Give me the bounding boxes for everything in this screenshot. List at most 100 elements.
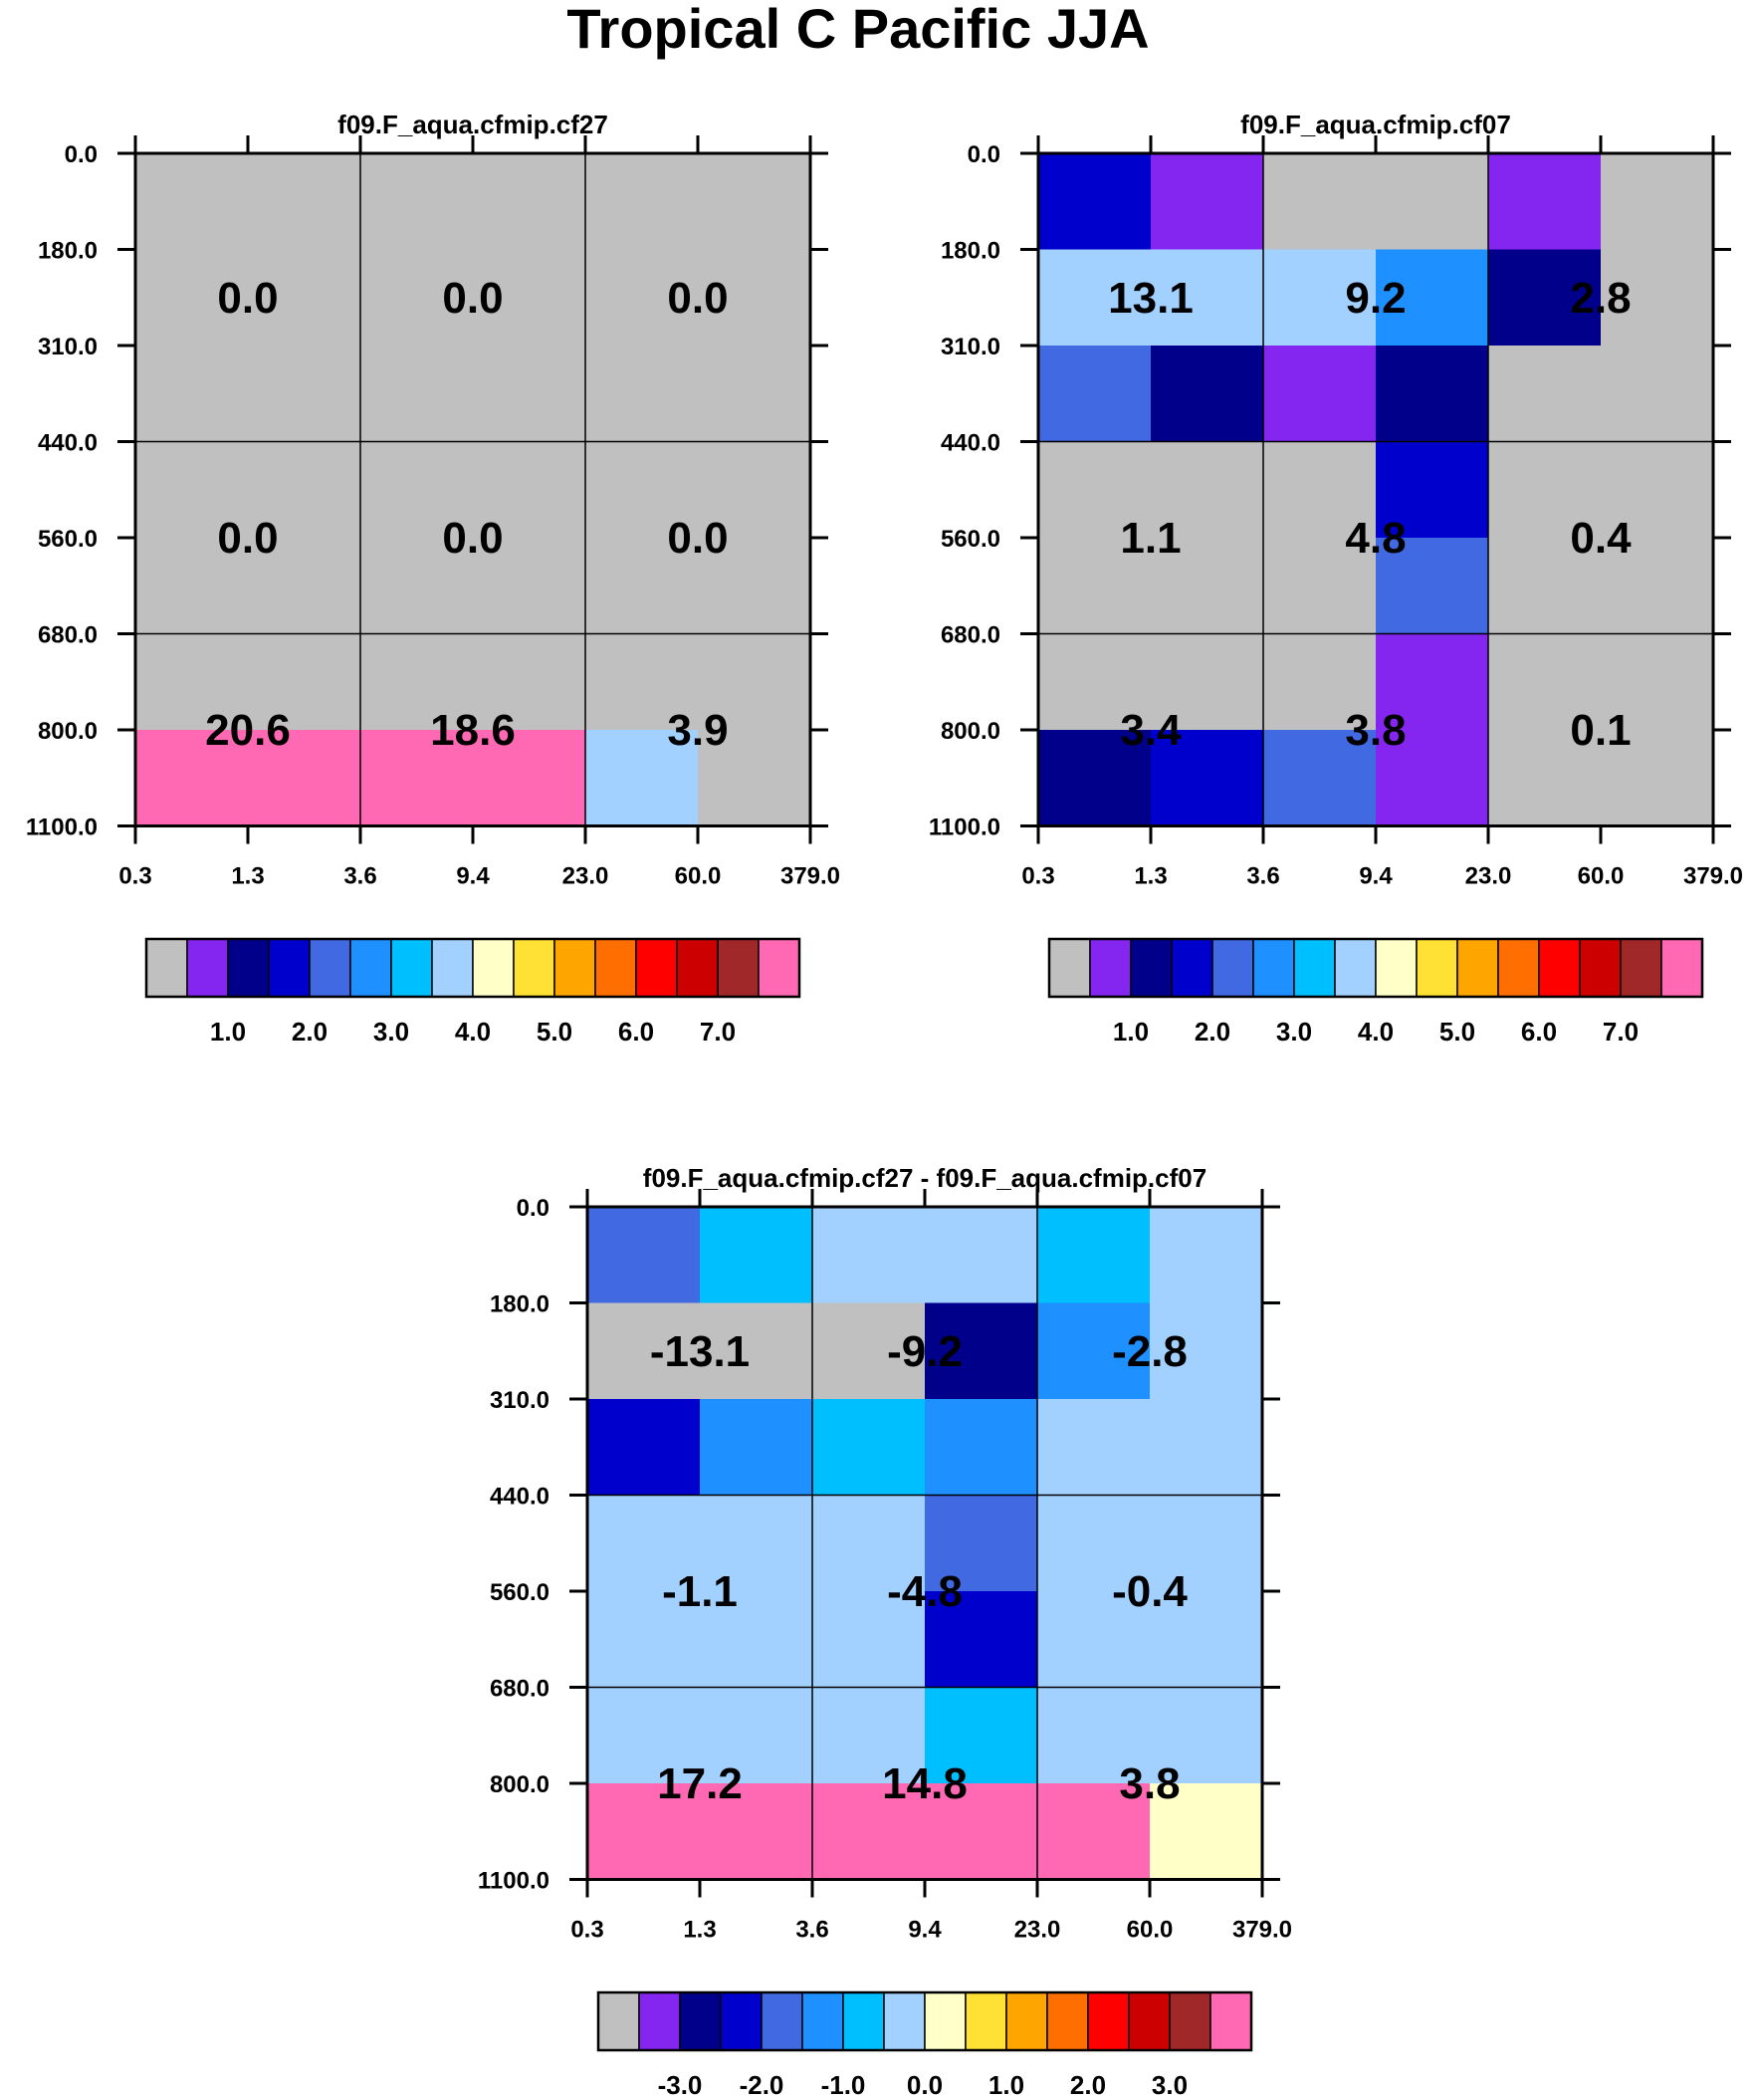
x-tick-label-cf07-6: 379.0 bbox=[1683, 863, 1743, 890]
colorbar-box-cf07-10 bbox=[1456, 938, 1499, 998]
colorbar-box-diff-1 bbox=[638, 1991, 681, 2051]
cell-cf07-2-5 bbox=[1601, 346, 1714, 443]
cell-cf27-3-0 bbox=[135, 441, 249, 539]
y-tick-label-diff-4: 560.0 bbox=[490, 1579, 549, 1606]
cell-cf07-5-0 bbox=[1038, 633, 1152, 731]
colorbar-box-cf27-5 bbox=[349, 938, 392, 998]
value-label-diff-0-0: -13.1 bbox=[650, 1327, 750, 1376]
cell-cf27-4-3 bbox=[473, 538, 586, 635]
y-tick-label-cf07-1: 180.0 bbox=[941, 238, 1000, 265]
cell-diff-2-3 bbox=[925, 1399, 1038, 1497]
colorbar-box-diff-0 bbox=[597, 1991, 640, 2051]
y-tick-label-diff-0: 0.0 bbox=[517, 1195, 549, 1222]
cell-cf07-5-4 bbox=[1488, 633, 1602, 731]
x-tick-label-cf27-5: 60.0 bbox=[675, 863, 722, 890]
cell-cf27-3-4 bbox=[585, 441, 699, 539]
colorbar-label-cf07-0: 1.0 bbox=[1113, 1017, 1149, 1047]
colorbar-box-cf27-1 bbox=[186, 938, 229, 998]
x-tick-label-cf27-4: 23.0 bbox=[562, 863, 609, 890]
colorbar-label-cf07-1: 2.0 bbox=[1195, 1017, 1230, 1047]
cell-cf27-4-2 bbox=[360, 538, 474, 635]
cell-cf07-3-3 bbox=[1376, 441, 1489, 539]
cell-diff-0-4 bbox=[1037, 1207, 1151, 1304]
colorbar-label-diff-0: -3.0 bbox=[658, 2070, 703, 2100]
colorbar-box-cf07-11 bbox=[1497, 938, 1540, 998]
colorbar-box-cf27-14 bbox=[717, 938, 760, 998]
cell-cf07-4-5 bbox=[1601, 538, 1714, 635]
y-tick-label-diff-5: 680.0 bbox=[490, 1676, 549, 1703]
cell-diff-2-4 bbox=[1037, 1399, 1151, 1497]
cell-diff-1-5 bbox=[1150, 1302, 1263, 1400]
value-label-cf27-1-1: 0.0 bbox=[442, 514, 503, 563]
colorbar-box-cf27-3 bbox=[268, 938, 311, 998]
colorbar-box-diff-2 bbox=[679, 1991, 722, 2051]
cell-diff-4-1 bbox=[700, 1591, 813, 1689]
cell-cf27-1-2 bbox=[360, 249, 474, 347]
cell-cf27-3-2 bbox=[360, 441, 474, 539]
colorbar-label-cf27-3: 4.0 bbox=[455, 1017, 491, 1047]
panel-title-cf27: f09.F_aqua.cfmip.cf27 bbox=[337, 110, 608, 139]
cell-diff-6-5 bbox=[1150, 1783, 1263, 1881]
colorbar-box-diff-15 bbox=[1209, 1991, 1252, 2051]
cell-cf27-2-5 bbox=[698, 346, 811, 443]
cell-cf27-1-3 bbox=[473, 249, 586, 347]
cell-cf27-3-3 bbox=[473, 441, 586, 539]
x-tick-label-cf07-4: 23.0 bbox=[1465, 863, 1512, 890]
cell-cf27-5-2 bbox=[360, 633, 474, 731]
colorbar-box-cf27-4 bbox=[309, 938, 351, 998]
colorbar-label-diff-5: 2.0 bbox=[1070, 2070, 1106, 2100]
cell-cf07-1-1 bbox=[1151, 249, 1264, 347]
cell-cf07-0-5 bbox=[1601, 153, 1714, 251]
cell-cf07-6-1 bbox=[1151, 730, 1264, 827]
colorbar-box-cf07-15 bbox=[1660, 938, 1703, 998]
cell-cf27-0-3 bbox=[473, 153, 586, 251]
cell-cf27-4-5 bbox=[698, 538, 811, 635]
value-label-cf27-0-0: 0.0 bbox=[217, 274, 278, 323]
colorbar-box-cf27-0 bbox=[145, 938, 188, 998]
value-label-diff-2-1: 14.8 bbox=[882, 1759, 968, 1808]
y-tick-label-cf07-5: 680.0 bbox=[941, 622, 1000, 649]
cell-diff-0-0 bbox=[587, 1207, 701, 1304]
cell-diff-6-4 bbox=[1037, 1783, 1151, 1881]
cell-cf07-3-0 bbox=[1038, 441, 1152, 539]
cell-diff-4-2 bbox=[812, 1591, 926, 1689]
cell-cf07-4-0 bbox=[1038, 538, 1152, 635]
cell-cf07-5-2 bbox=[1263, 633, 1377, 731]
colorbar-box-cf07-2 bbox=[1130, 938, 1173, 998]
value-label-diff-0-1: -9.2 bbox=[887, 1327, 963, 1376]
cell-diff-6-1 bbox=[700, 1783, 813, 1881]
colorbar-box-diff-8 bbox=[924, 1991, 967, 2051]
value-label-diff-1-0: -1.1 bbox=[662, 1567, 738, 1616]
cell-cf07-4-4 bbox=[1488, 538, 1602, 635]
cell-diff-6-0 bbox=[587, 1783, 701, 1881]
main-title: Tropical C Pacific JJA bbox=[566, 0, 1149, 60]
y-tick-label-cf07-7: 1100.0 bbox=[929, 815, 1000, 841]
colorbar-label-diff-3: 0.0 bbox=[907, 2070, 943, 2100]
cell-diff-3-0 bbox=[587, 1495, 701, 1592]
cell-cf27-5-5 bbox=[698, 633, 811, 731]
colorbar-box-cf27-13 bbox=[676, 938, 719, 998]
cell-cf27-1-4 bbox=[585, 249, 699, 347]
x-tick-label-cf27-3: 9.4 bbox=[456, 863, 490, 890]
colorbar-box-diff-5 bbox=[801, 1991, 844, 2051]
x-tick-label-diff-6: 379.0 bbox=[1232, 1917, 1292, 1944]
y-tick-label-cf27-7: 1100.0 bbox=[26, 815, 98, 841]
y-tick-label-cf07-2: 310.0 bbox=[941, 334, 1000, 360]
cell-cf07-3-4 bbox=[1488, 441, 1602, 539]
value-label-cf27-0-2: 0.0 bbox=[667, 274, 728, 323]
cell-cf07-6-5 bbox=[1601, 730, 1714, 827]
colorbar-label-diff-2: -1.0 bbox=[821, 2070, 866, 2100]
value-label-cf07-1-0: 1.1 bbox=[1120, 514, 1181, 563]
cell-cf27-6-4 bbox=[585, 730, 699, 827]
y-tick-label-cf07-3: 440.0 bbox=[941, 430, 1000, 457]
colorbar-label-cf27-1: 2.0 bbox=[292, 1017, 328, 1047]
x-tick-label-diff-2: 3.6 bbox=[795, 1917, 828, 1944]
cell-cf07-2-2 bbox=[1263, 346, 1377, 443]
colorbar-box-cf07-0 bbox=[1048, 938, 1091, 998]
cell-cf07-2-3 bbox=[1376, 346, 1489, 443]
cell-cf07-1-5 bbox=[1601, 249, 1714, 347]
cell-diff-1-3 bbox=[925, 1302, 1038, 1400]
colorbar-frame-diff bbox=[596, 1990, 1253, 2052]
cell-diff-5-5 bbox=[1150, 1687, 1263, 1784]
